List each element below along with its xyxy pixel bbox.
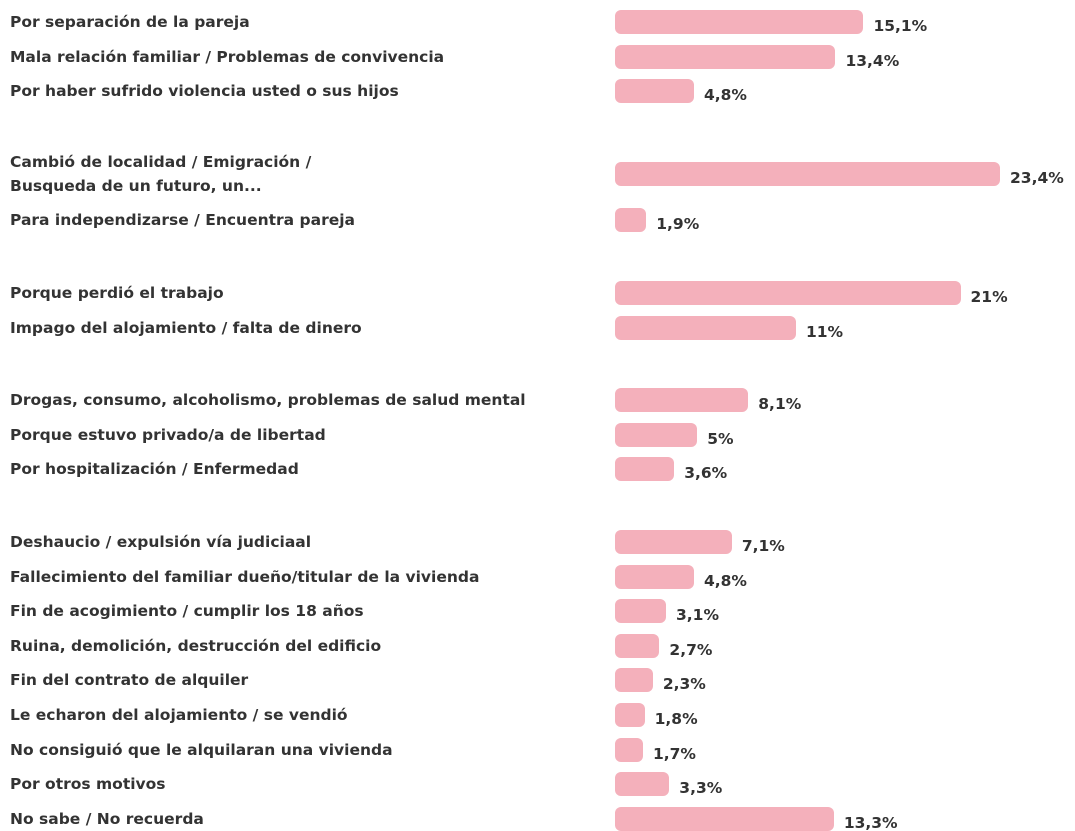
bar: [615, 599, 666, 624]
value-label: 1,9%: [656, 215, 700, 234]
bar: [615, 633, 660, 658]
category-label: Porque perdió el trabajo: [10, 284, 224, 302]
category-label: Por haber sufrido violencia usted o sus …: [10, 82, 399, 101]
category-label: Le echaron del alojamiento / se vendió: [10, 706, 348, 724]
value-label: 4,8%: [703, 571, 747, 590]
category-label: Fin del contrato de alquiler: [10, 671, 249, 690]
bar: [615, 703, 645, 727]
category-label: Drogas, consumo, alcoholismo, problemas …: [10, 391, 526, 410]
bar: [615, 281, 961, 305]
category-label: Deshaucio / expulsión vía judiciaal: [10, 533, 312, 551]
bar: [615, 806, 834, 831]
value-label: 7,1%: [741, 537, 785, 555]
value-label: 1,8%: [654, 710, 698, 728]
bar: [615, 44, 836, 69]
bar: [615, 315, 796, 340]
category-label: Por separación de la pareja: [10, 13, 250, 31]
category-label: Por otros motivos: [10, 775, 166, 794]
bar: [615, 530, 732, 554]
bar: [615, 388, 749, 413]
value-label: 21%: [970, 288, 1008, 306]
category-label: Fallecimiento del familiar dueño/titular…: [10, 567, 480, 586]
bar: [615, 737, 643, 762]
category-label: Impago del alojamiento / falta de dinero: [10, 318, 362, 337]
value-label: 23,4%: [1010, 168, 1064, 187]
category-label: Por hospitalización / Enfermedad: [10, 460, 299, 479]
category-label: Mala relación familiar / Problemas de co…: [10, 47, 445, 66]
value-label: 11%: [805, 322, 844, 341]
bar: [615, 161, 1000, 186]
bar: [615, 10, 864, 34]
bar: [615, 457, 675, 482]
value-label: 3,3%: [679, 779, 723, 798]
value-label: 5%: [707, 429, 734, 448]
bar: [615, 772, 670, 797]
value-label: 3,1%: [676, 606, 719, 625]
value-label: 1,7%: [652, 744, 696, 763]
value-label: 13,3%: [843, 813, 898, 831]
value-label: 4,8%: [703, 86, 747, 105]
bar: [615, 208, 647, 233]
category-label: Cambió de localidad / Emigración / Busqu…: [10, 152, 312, 195]
value-label: 13,4%: [845, 51, 900, 70]
bar: [615, 79, 694, 104]
category-label: Porque estuvo privado/a de libertad: [10, 425, 326, 444]
value-label: 2,7%: [669, 640, 713, 659]
bar: [615, 668, 653, 693]
bar: [615, 422, 698, 447]
bar: [615, 564, 694, 589]
value-label: 15,1%: [873, 17, 928, 35]
category-label: No consiguió que le alquilaran una vivie…: [10, 740, 393, 759]
category-label: No sabe / No recuerda: [10, 809, 204, 828]
value-label: 8,1%: [758, 395, 802, 414]
category-label: Ruina, demolición, destrucción del edifi…: [10, 636, 382, 655]
category-label: Fin de acogimiento / cumplir los 18 años: [10, 602, 364, 621]
value-label: 2,3%: [662, 675, 706, 694]
value-label: 3,6%: [684, 464, 728, 483]
category-label: Para independizarse / Encuentra pareja: [10, 211, 356, 230]
